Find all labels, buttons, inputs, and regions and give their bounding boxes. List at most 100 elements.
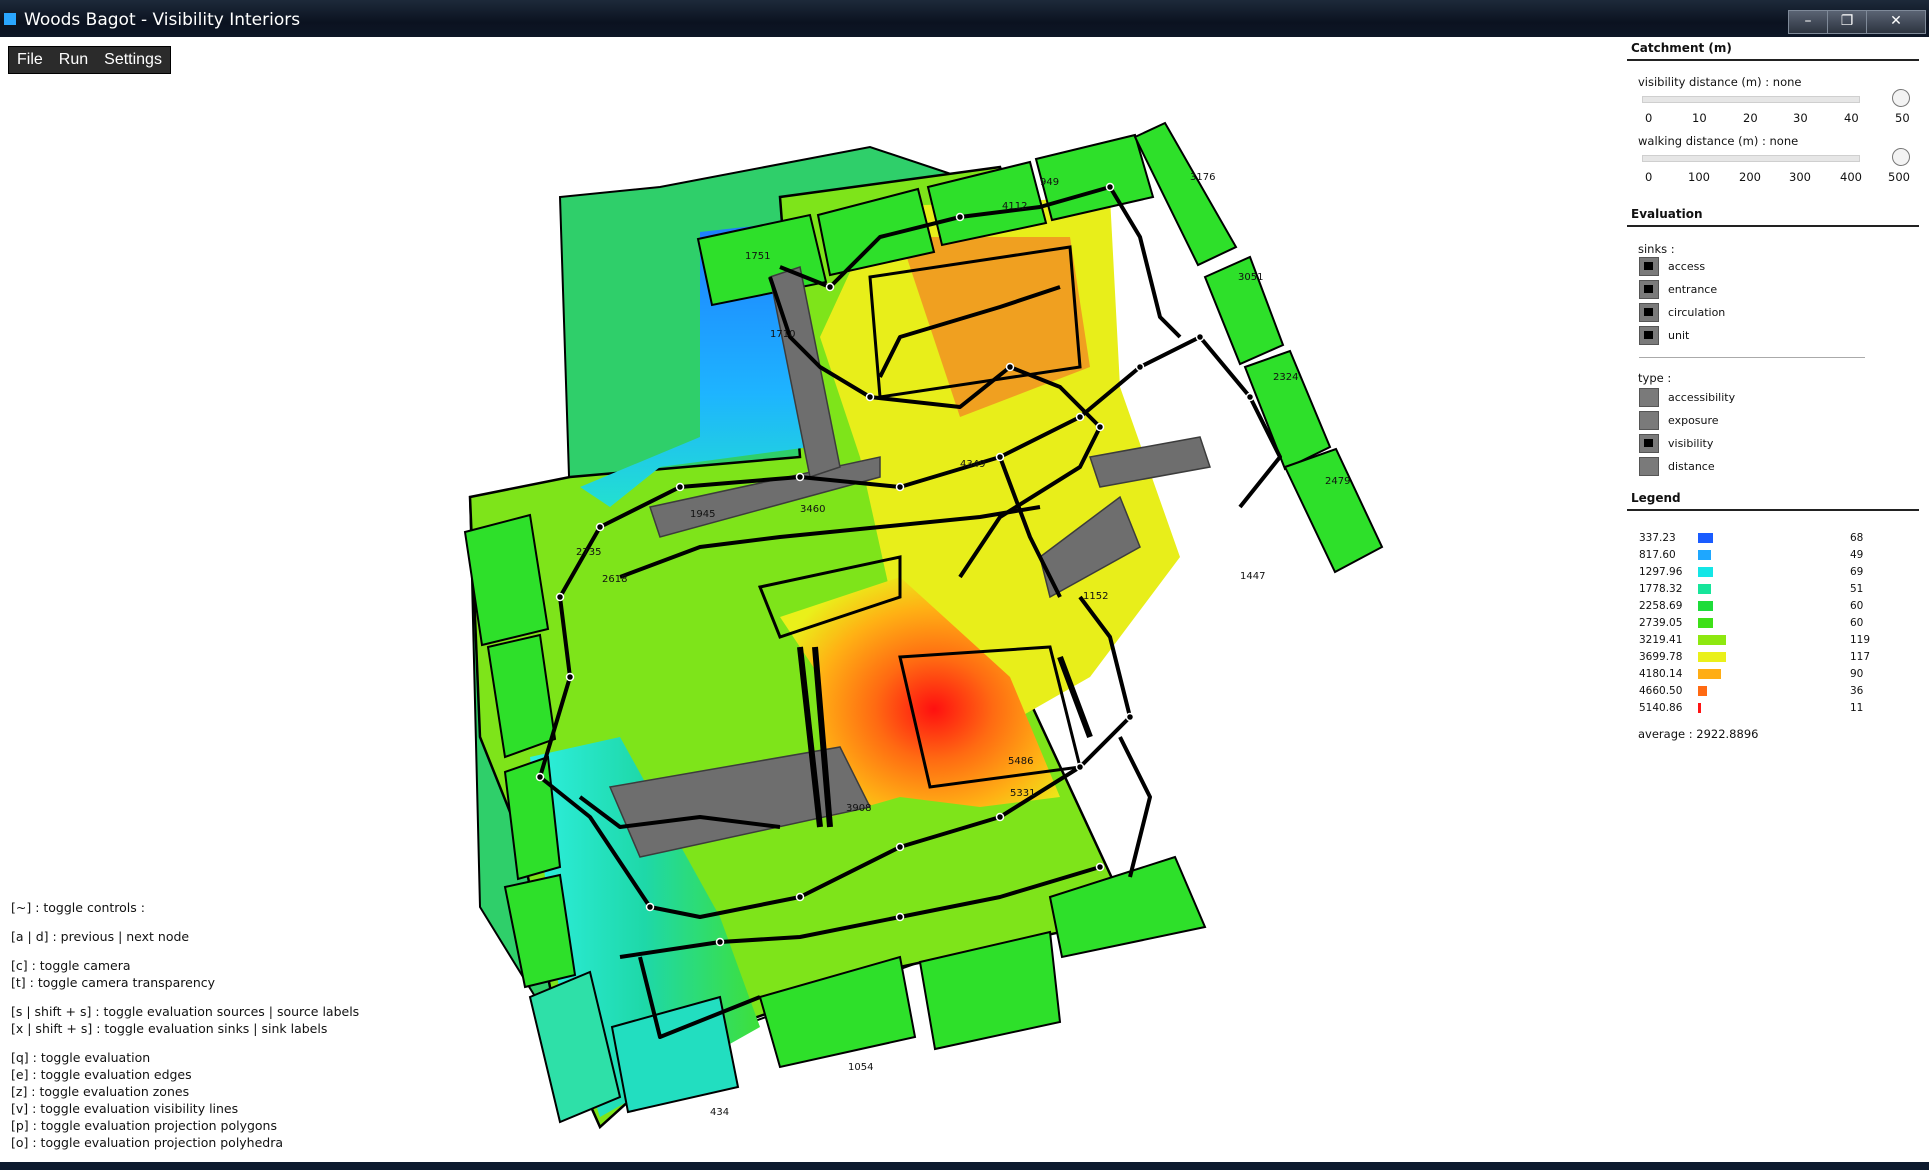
svg-text:3051: 3051 bbox=[1238, 272, 1263, 283]
floorplan-visualization[interactable]: 949 4112 3176 3051 2324 2479 1751 1710 5486 5… bbox=[0, 37, 1620, 1162]
slider-tick: 20 bbox=[1743, 111, 1758, 125]
walking-slider-knob[interactable] bbox=[1892, 148, 1910, 166]
average-value: average : 2922.8896 bbox=[1638, 727, 1759, 741]
sink-checkbox-access[interactable] bbox=[1639, 257, 1659, 276]
visibility-distance-label: visibility distance (m) : none bbox=[1638, 75, 1802, 89]
app-icon bbox=[4, 13, 16, 25]
legend-count: 68 bbox=[1850, 532, 1864, 544]
legend-color-bar bbox=[1698, 550, 1711, 560]
catchment-title: Catchment (m) bbox=[1631, 41, 1732, 55]
sink-label-entrance: entrance bbox=[1668, 283, 1718, 296]
menu-settings[interactable]: Settings bbox=[104, 51, 162, 68]
close-button[interactable]: ✕ bbox=[1866, 10, 1926, 34]
legend-value: 2739.05 bbox=[1639, 617, 1683, 629]
minimize-button[interactable]: – bbox=[1788, 10, 1828, 34]
svg-text:3176: 3176 bbox=[1190, 172, 1215, 183]
legend-value: 5140.86 bbox=[1639, 702, 1683, 714]
legend-value: 1297.96 bbox=[1639, 566, 1683, 578]
legend-color-bar bbox=[1698, 601, 1714, 611]
svg-text:5486: 5486 bbox=[1008, 756, 1033, 767]
divider bbox=[1639, 357, 1865, 358]
window-title: Woods Bagot - Visibility Interiors bbox=[24, 10, 301, 30]
sinks-label: sinks : bbox=[1638, 242, 1675, 256]
help-line: [c] : toggle camera bbox=[11, 958, 131, 973]
help-line: [q] : toggle evaluation bbox=[11, 1050, 151, 1065]
legend-color-bar bbox=[1698, 635, 1727, 645]
slider-tick: 500 bbox=[1888, 170, 1910, 184]
svg-text:3460: 3460 bbox=[800, 504, 825, 515]
visibility-slider-knob[interactable] bbox=[1892, 89, 1910, 107]
help-line: [t] : toggle camera transparency bbox=[11, 975, 216, 990]
legend-value: 3699.78 bbox=[1639, 651, 1683, 663]
legend-value: 1778.32 bbox=[1639, 583, 1683, 595]
sink-checkbox-circulation[interactable] bbox=[1639, 303, 1659, 322]
divider bbox=[1627, 59, 1919, 61]
slider-tick: 0 bbox=[1645, 170, 1653, 184]
control-panel: Catchment (m) visibility distance (m) : … bbox=[1623, 37, 1923, 1162]
help-line: [e] : toggle evaluation edges bbox=[11, 1067, 192, 1082]
type-label: type : bbox=[1638, 371, 1672, 385]
menu-file[interactable]: File bbox=[17, 51, 43, 68]
help-line: [p] : toggle evaluation projection polyg… bbox=[11, 1118, 277, 1133]
svg-text:1710: 1710 bbox=[770, 329, 795, 340]
sink-label-access: access bbox=[1668, 260, 1706, 273]
slider-tick: 400 bbox=[1840, 170, 1862, 184]
legend-color-bar bbox=[1698, 686, 1707, 696]
slider-tick: 50 bbox=[1895, 111, 1910, 125]
svg-text:2324: 2324 bbox=[1273, 372, 1298, 383]
legend-count: 117 bbox=[1850, 651, 1871, 663]
slider-tick: 30 bbox=[1793, 111, 1808, 125]
svg-text:4349: 4349 bbox=[960, 459, 985, 470]
divider bbox=[1627, 225, 1919, 227]
menu-run[interactable]: Run bbox=[58, 51, 89, 68]
legend-title: Legend bbox=[1631, 491, 1681, 505]
sink-checkbox-unit[interactable] bbox=[1639, 326, 1659, 345]
legend-count: 60 bbox=[1850, 600, 1864, 612]
legend-color-bar bbox=[1698, 567, 1714, 577]
slider-tick: 100 bbox=[1688, 170, 1710, 184]
divider bbox=[1627, 509, 1919, 511]
sink-checkbox-entrance[interactable] bbox=[1639, 280, 1659, 299]
menu-bar: File Run Settings bbox=[8, 46, 171, 74]
type-label-accessibility: accessibility bbox=[1668, 391, 1736, 404]
svg-text:1152: 1152 bbox=[1083, 591, 1108, 602]
slider-tick: 300 bbox=[1789, 170, 1811, 184]
legend-value: 337.23 bbox=[1639, 532, 1676, 544]
svg-text:2735: 2735 bbox=[576, 547, 601, 558]
legend-count: 90 bbox=[1850, 668, 1864, 680]
slider-tick: 0 bbox=[1645, 111, 1653, 125]
svg-text:434: 434 bbox=[710, 1107, 729, 1118]
slider-tick: 40 bbox=[1844, 111, 1859, 125]
type-checkbox-exposure[interactable] bbox=[1639, 411, 1659, 430]
type-checkbox-visibility[interactable] bbox=[1639, 434, 1659, 453]
slider-tick: 10 bbox=[1692, 111, 1707, 125]
svg-text:1751: 1751 bbox=[745, 251, 770, 262]
help-line: [z] : toggle evaluation zones bbox=[11, 1084, 190, 1099]
legend-color-bar bbox=[1698, 618, 1714, 628]
sink-label-unit: unit bbox=[1668, 329, 1690, 342]
legend-value: 4180.14 bbox=[1639, 668, 1683, 680]
legend-value: 2258.69 bbox=[1639, 600, 1683, 612]
legend-value: 817.60 bbox=[1639, 549, 1676, 561]
window-title-bar: Woods Bagot - Visibility Interiors – ❐ ✕ bbox=[0, 0, 1929, 37]
maximize-button[interactable]: ❐ bbox=[1827, 10, 1867, 34]
legend-count: 51 bbox=[1850, 583, 1864, 595]
type-checkbox-accessibility[interactable] bbox=[1639, 388, 1659, 407]
legend-count: 49 bbox=[1850, 549, 1864, 561]
legend-value: 4660.50 bbox=[1639, 685, 1683, 697]
help-line: [s | shift + s] : toggle evaluation sour… bbox=[11, 1004, 360, 1019]
type-checkbox-distance[interactable] bbox=[1639, 457, 1659, 476]
help-line: [v] : toggle evaluation visibility lines bbox=[11, 1101, 239, 1116]
legend-color-bar bbox=[1698, 533, 1714, 543]
walking-distance-label: walking distance (m) : none bbox=[1638, 134, 1799, 148]
help-line: [a | d] : previous | next node bbox=[11, 929, 190, 944]
svg-text:2479: 2479 bbox=[1325, 476, 1350, 487]
svg-text:4112: 4112 bbox=[1002, 201, 1027, 212]
legend-value: 3219.41 bbox=[1639, 634, 1683, 646]
type-label-visibility: visibility bbox=[1668, 437, 1714, 450]
legend-count: 60 bbox=[1850, 617, 1864, 629]
3d-viewport[interactable]: 949 4112 3176 3051 2324 2479 1751 1710 5486 5… bbox=[0, 37, 1620, 1162]
help-line: [o] : toggle evaluation projection polyh… bbox=[11, 1135, 284, 1150]
walking-distance-slider[interactable] bbox=[1642, 155, 1860, 162]
visibility-distance-slider[interactable] bbox=[1642, 96, 1860, 103]
